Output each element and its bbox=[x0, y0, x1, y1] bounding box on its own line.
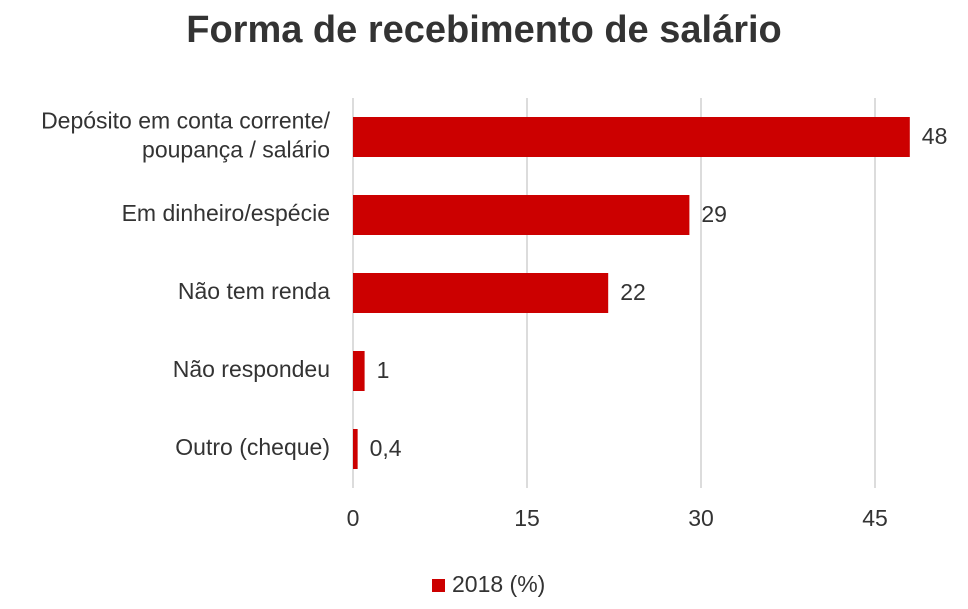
bar bbox=[353, 273, 609, 313]
y-tick-label: Não respondeu bbox=[173, 356, 330, 382]
value-label: 1 bbox=[377, 357, 390, 383]
x-tick-label: 45 bbox=[862, 505, 888, 531]
value-label: 22 bbox=[620, 279, 646, 305]
value-label: 29 bbox=[701, 201, 727, 227]
y-tick-label: Outro (cheque) bbox=[175, 434, 330, 460]
value-label: 0,4 bbox=[370, 435, 402, 461]
y-tick-label: Depósito em conta corrente/poupança / sa… bbox=[41, 108, 331, 163]
bar bbox=[353, 351, 365, 391]
y-tick-label: Não tem renda bbox=[178, 278, 330, 304]
x-tick-label: 30 bbox=[688, 505, 714, 531]
bar bbox=[353, 429, 358, 469]
y-tick-label: Em dinheiro/espécie bbox=[122, 200, 330, 226]
x-tick-label: 15 bbox=[514, 505, 540, 531]
chart-title: Forma de recebimento de salário bbox=[186, 9, 782, 51]
legend-label: 2018 (%) bbox=[452, 571, 545, 597]
legend-swatch bbox=[432, 579, 445, 592]
bar bbox=[353, 195, 690, 235]
x-tick-label: 0 bbox=[347, 505, 360, 531]
value-label: 48 bbox=[922, 123, 948, 149]
bar bbox=[353, 117, 910, 157]
